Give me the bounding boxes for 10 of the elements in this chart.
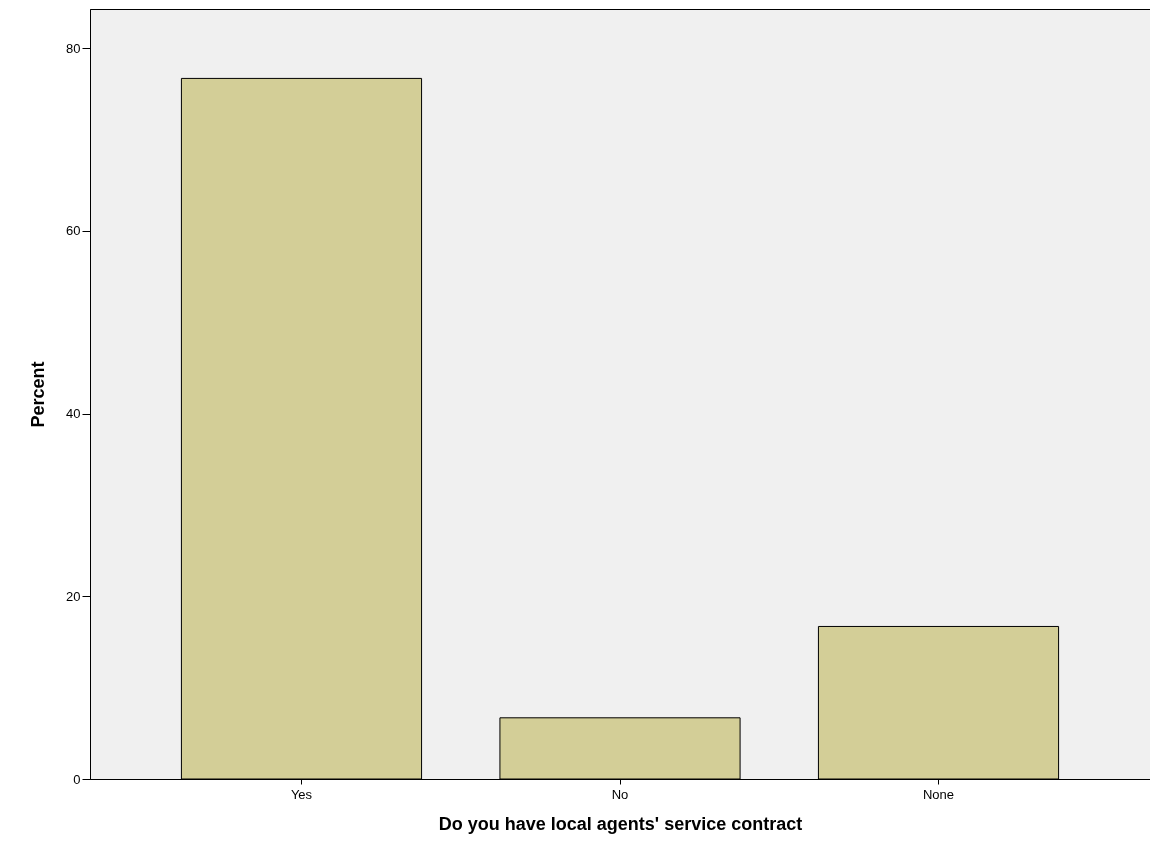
y-tick-label: 60	[66, 223, 81, 239]
x-tick-label: No	[611, 786, 629, 802]
y-tick-label: 20	[66, 588, 81, 604]
y-tick-label: 40	[66, 406, 81, 422]
y-tick-label: 0	[73, 771, 81, 787]
x-tick-label: None	[922, 786, 955, 802]
y-tick-label: 80	[66, 40, 81, 56]
x-tick-label: Yes	[290, 786, 313, 802]
x-axis-title: Do you have local agents' service contract	[438, 813, 803, 834]
y-axis-title: Percent	[28, 361, 49, 428]
